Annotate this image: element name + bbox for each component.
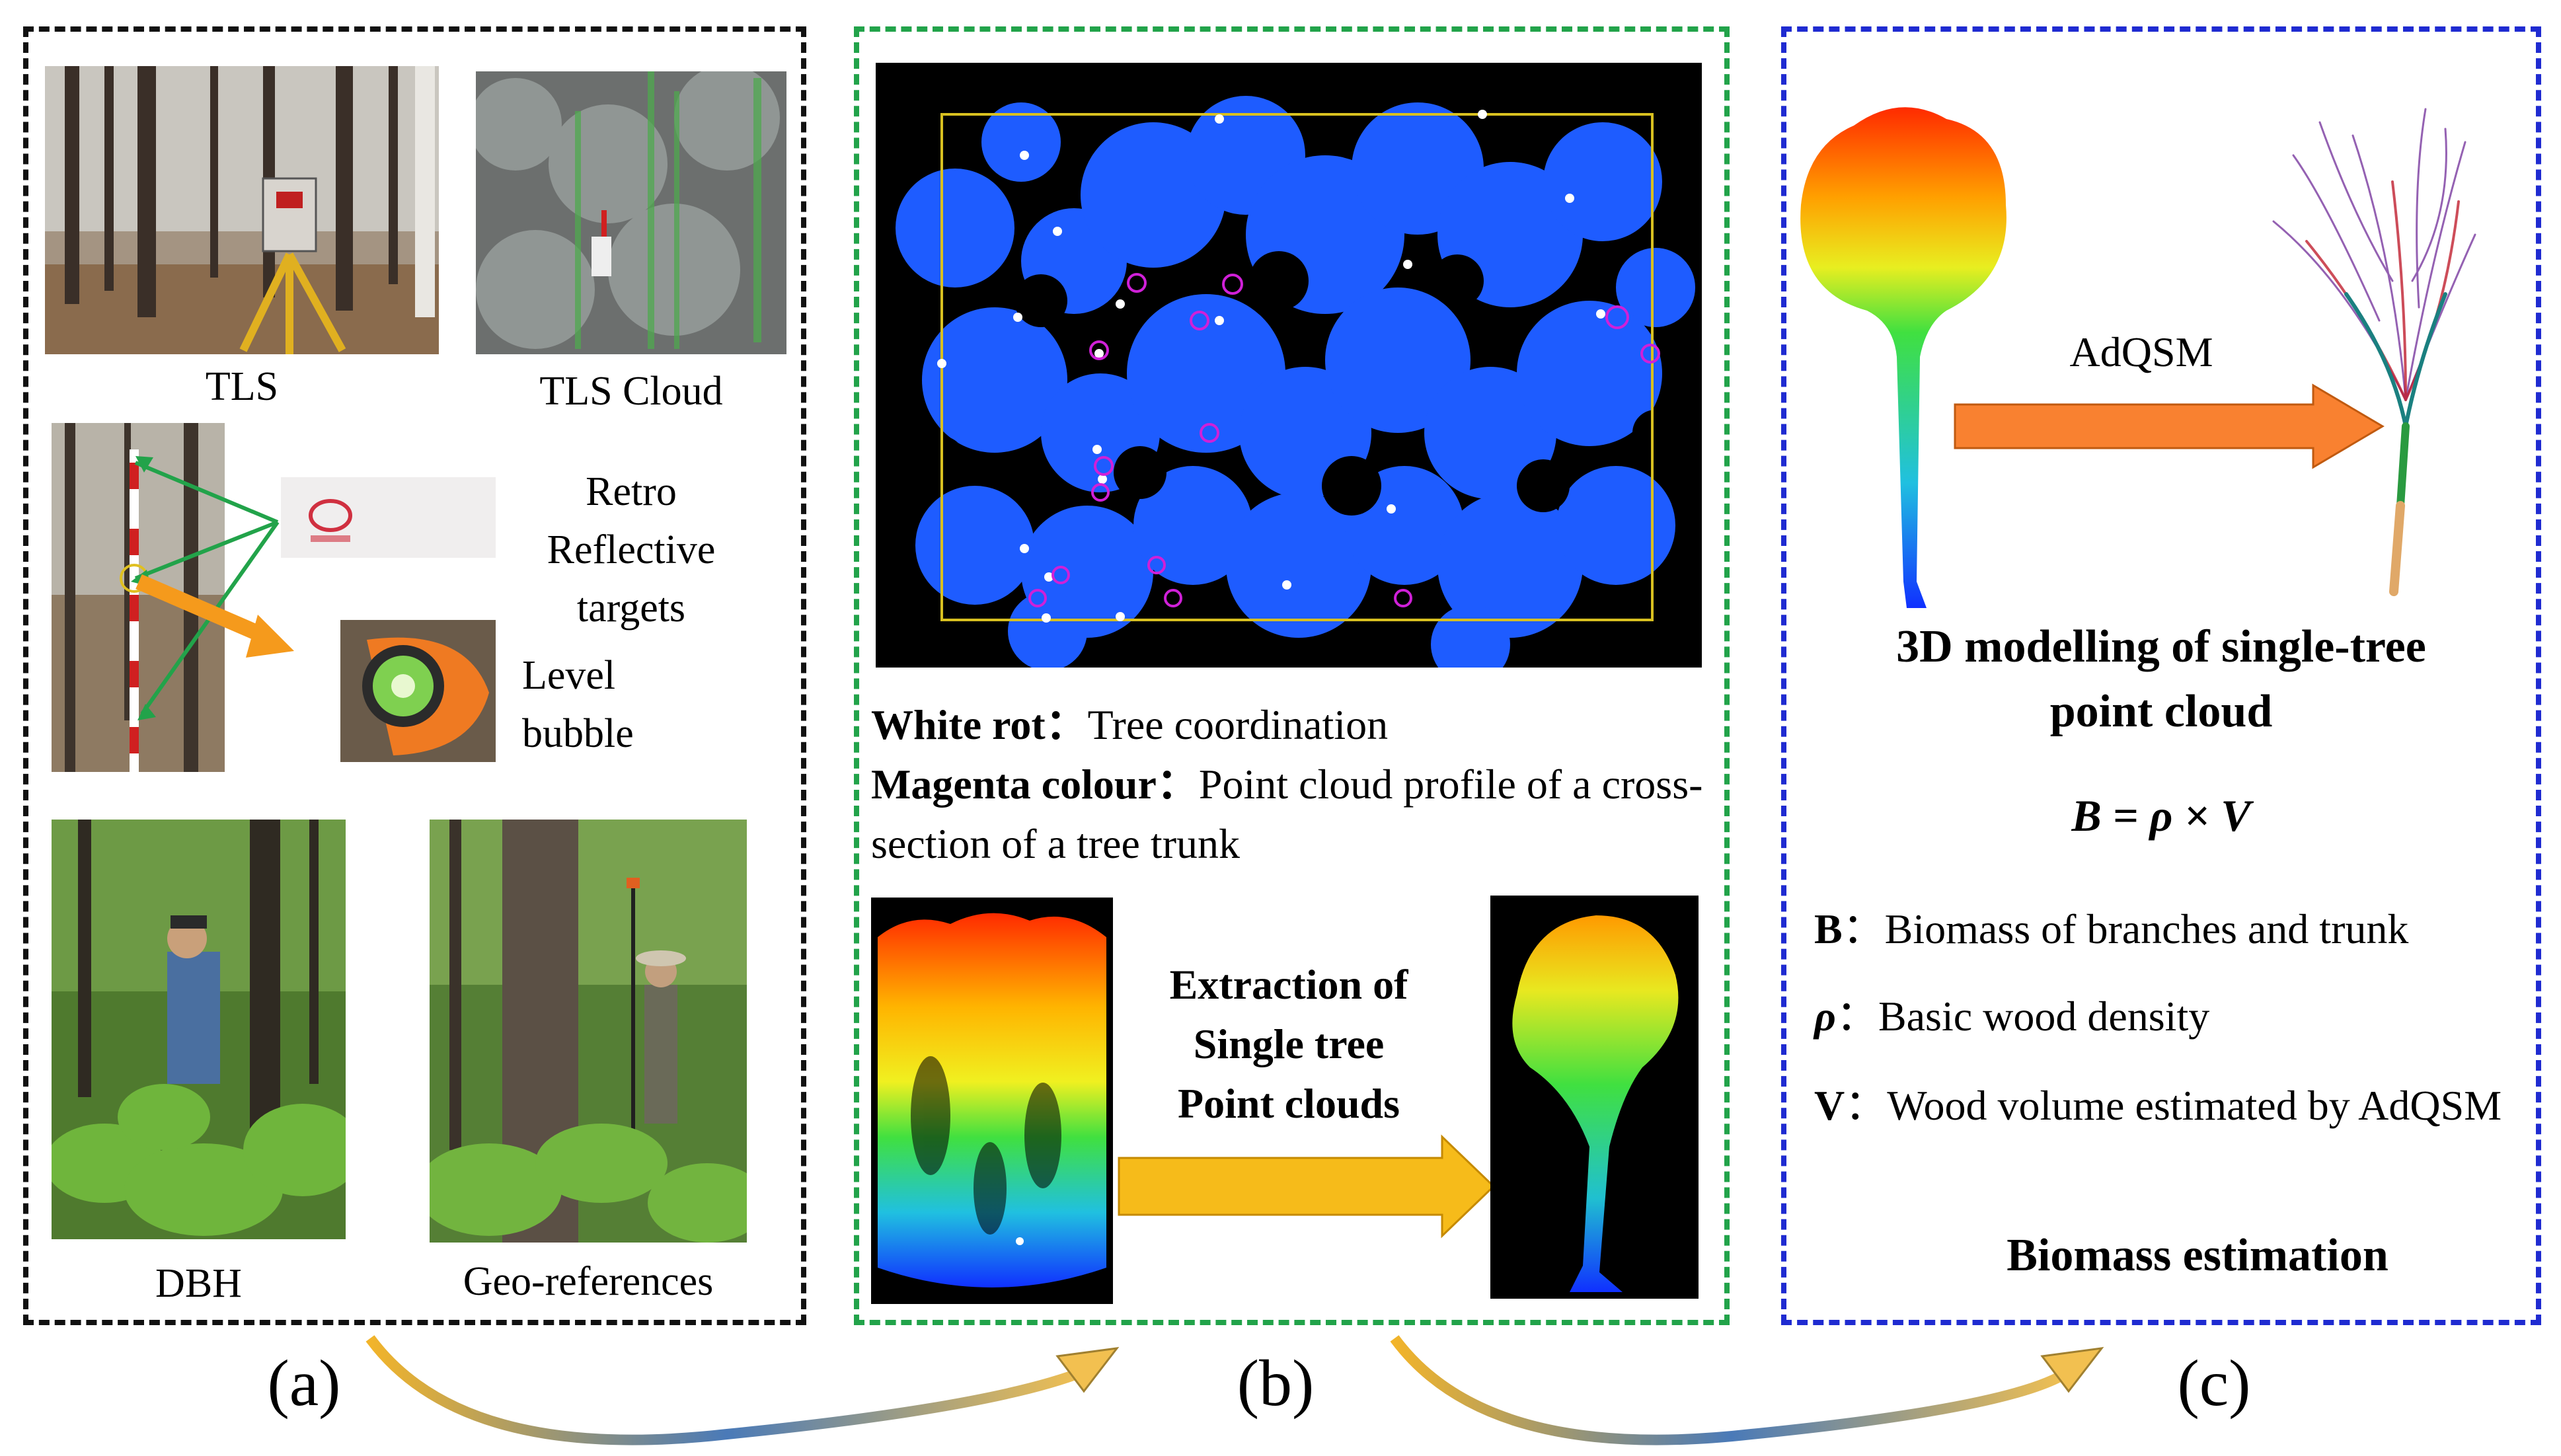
subfigure-label-b: (b) [1237, 1346, 1315, 1420]
retro-line-1: Retro [586, 469, 677, 514]
qsm-tree-model [2272, 108, 2476, 596]
plot-height-cloud [871, 898, 1113, 1304]
extraction-line-3: Point clouds [1177, 1080, 1400, 1127]
biomass-formula: B = ρ × V [2071, 790, 2251, 841]
adqsm-arrow-label: AdQSM [2069, 328, 2213, 375]
dbh-caption: DBH [155, 1261, 242, 1306]
target-pointer-lines [131, 456, 294, 720]
subfigure-label-c: (c) [2177, 1346, 2251, 1420]
tls-cloud-caption: TLS Cloud [539, 369, 723, 414]
dbh-photo [52, 820, 346, 1239]
biomass-estimation-footer: Biomass estimation [2007, 1230, 2389, 1281]
def-v-symbol: V [1814, 1082, 1845, 1129]
tls-cloud-image [476, 71, 786, 354]
tree-point-cloud-coloured [1800, 107, 2007, 608]
adqsm-arrow [1954, 383, 2385, 469]
extraction-arrow [1118, 1134, 1496, 1239]
single-tree-cloud [1490, 896, 1699, 1299]
level-line-2: bubble [522, 711, 634, 756]
geo-reference-photo [430, 820, 747, 1243]
level-bubble-label: Level bubble [522, 646, 674, 763]
legend-magenta-text: Point cloud profile of a cross-section o… [871, 761, 1703, 867]
subfigure-label-a: (a) [267, 1346, 341, 1420]
modelling-title-line-2: point cloud [2049, 686, 2273, 737]
panel-b-frame [854, 26, 1730, 1325]
def-rho-symbol: ρ [1814, 993, 1836, 1040]
legend-white-rot-term: White rot： [871, 701, 1088, 748]
def-b: B：Biomass of branches and trunk [1814, 886, 2508, 973]
flow-curve-arrows [365, 1335, 2104, 1445]
panel-a-frame [23, 26, 806, 1325]
retro-line-3: targets [576, 586, 686, 631]
modelling-title: 3D modelling of single-tree point cloud [1798, 615, 2525, 744]
retro-line-2: Reflective [547, 527, 716, 572]
tls-photo [45, 66, 439, 354]
extraction-label: Extraction of Single tree Point clouds [1124, 955, 1454, 1133]
plot-point-cloud [876, 63, 1702, 668]
legend-white-rot: White rot：Tree coordination [871, 695, 1710, 755]
def-b-text: ：Biomass of branches and trunk [1842, 905, 2409, 952]
extraction-line-1: Extraction of [1169, 961, 1408, 1008]
level-bubble-photo [340, 620, 496, 762]
legend-magenta: Magenta colour：Point cloud profile of a … [871, 755, 1710, 874]
def-v: V：Wood volume estimated by AdQSM [1814, 1060, 2508, 1151]
geo-caption: Geo-references [463, 1259, 714, 1304]
def-b-symbol: B [1814, 905, 1843, 952]
def-rho-text: ：Basic wood density [1835, 993, 2210, 1040]
level-line-1: Level [522, 653, 616, 698]
def-rho: ρ：Basic wood density [1814, 973, 2508, 1060]
retro-target-photo [281, 477, 496, 558]
legend-white-rot-text: Tree coordination [1087, 701, 1389, 748]
tls-caption: TLS [205, 364, 279, 409]
pole-photo [52, 423, 225, 772]
modelling-title-line-1: 3D modelling of single-tree [1896, 621, 2426, 672]
def-v-text: ：Wood volume estimated by AdQSM [1845, 1082, 2502, 1129]
retro-targets-label: Retro Reflective targets [512, 463, 750, 637]
formula-definitions: B：Biomass of branches and trunk ρ：Basic … [1814, 886, 2508, 1151]
point-cloud-legend: White rot：Tree coordination Magenta colo… [871, 695, 1710, 874]
legend-magenta-term: Magenta colour： [871, 761, 1199, 808]
panel-c-frame [1781, 26, 2541, 1325]
extraction-line-2: Single tree [1193, 1020, 1385, 1067]
